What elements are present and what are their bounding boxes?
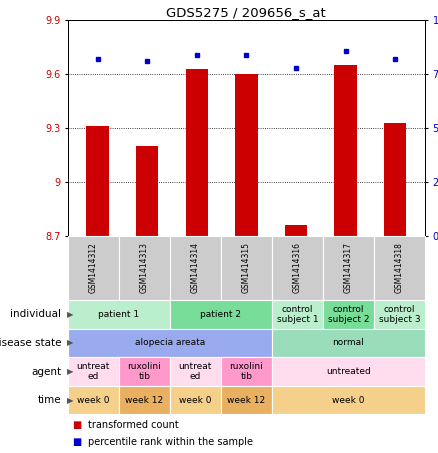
- Bar: [68, 386, 119, 414]
- Text: control
subject 2: control subject 2: [328, 304, 369, 324]
- Text: control
subject 1: control subject 1: [276, 304, 318, 324]
- Bar: [221, 236, 272, 300]
- Bar: [170, 236, 221, 300]
- Text: patient 2: patient 2: [200, 310, 241, 319]
- Bar: [68, 357, 119, 386]
- Text: normal: normal: [332, 338, 364, 347]
- Bar: [186, 69, 208, 236]
- Bar: [86, 126, 109, 236]
- Bar: [374, 300, 425, 328]
- Bar: [272, 236, 323, 300]
- Text: percentile rank within the sample: percentile rank within the sample: [88, 437, 253, 447]
- Text: week 12: week 12: [125, 395, 163, 405]
- Text: ruxolini
tib: ruxolini tib: [230, 362, 263, 381]
- Text: GSM1414315: GSM1414315: [242, 242, 251, 293]
- Bar: [323, 236, 374, 300]
- Bar: [285, 225, 307, 236]
- Text: week 0: week 0: [77, 395, 110, 405]
- Bar: [170, 386, 221, 414]
- Text: ▶: ▶: [67, 338, 74, 347]
- Bar: [272, 357, 425, 386]
- Bar: [119, 236, 170, 300]
- Bar: [384, 123, 406, 236]
- Bar: [374, 236, 425, 300]
- Text: week 0: week 0: [179, 395, 212, 405]
- Text: control
subject 3: control subject 3: [378, 304, 420, 324]
- Bar: [170, 357, 221, 386]
- Bar: [170, 300, 272, 328]
- Bar: [272, 386, 425, 414]
- Text: time: time: [38, 395, 61, 405]
- Text: untreat
ed: untreat ed: [77, 362, 110, 381]
- Bar: [221, 386, 272, 414]
- Bar: [119, 386, 170, 414]
- Text: GSM1414313: GSM1414313: [140, 242, 149, 293]
- Bar: [272, 300, 323, 328]
- Bar: [221, 357, 272, 386]
- Bar: [68, 300, 170, 328]
- Text: alopecia areata: alopecia areata: [135, 338, 205, 347]
- Text: ■: ■: [72, 420, 81, 430]
- Text: disease state: disease state: [0, 338, 61, 348]
- Text: GSM1414314: GSM1414314: [191, 242, 200, 293]
- Bar: [272, 328, 425, 357]
- Text: ▶: ▶: [67, 367, 74, 376]
- Text: GSM1414312: GSM1414312: [89, 242, 98, 293]
- Bar: [119, 357, 170, 386]
- Text: week 0: week 0: [332, 395, 364, 405]
- Text: ▶: ▶: [67, 310, 74, 319]
- Text: patient 1: patient 1: [98, 310, 139, 319]
- Title: GDS5275 / 209656_s_at: GDS5275 / 209656_s_at: [166, 6, 326, 19]
- Bar: [68, 236, 119, 300]
- Text: transformed count: transformed count: [88, 420, 178, 430]
- Bar: [235, 74, 258, 236]
- Text: agent: agent: [31, 366, 61, 376]
- Text: untreat
ed: untreat ed: [179, 362, 212, 381]
- Text: individual: individual: [11, 309, 61, 319]
- Text: GSM1414317: GSM1414317: [344, 242, 353, 293]
- Bar: [334, 65, 357, 236]
- Text: ruxolini
tib: ruxolini tib: [127, 362, 161, 381]
- Bar: [323, 300, 374, 328]
- Text: ■: ■: [72, 437, 81, 447]
- Text: untreated: untreated: [326, 367, 371, 376]
- Text: week 12: week 12: [227, 395, 265, 405]
- Bar: [68, 328, 272, 357]
- Text: ▶: ▶: [67, 395, 74, 405]
- Text: GSM1414316: GSM1414316: [293, 242, 302, 293]
- Text: GSM1414318: GSM1414318: [395, 242, 404, 293]
- Bar: [136, 146, 159, 236]
